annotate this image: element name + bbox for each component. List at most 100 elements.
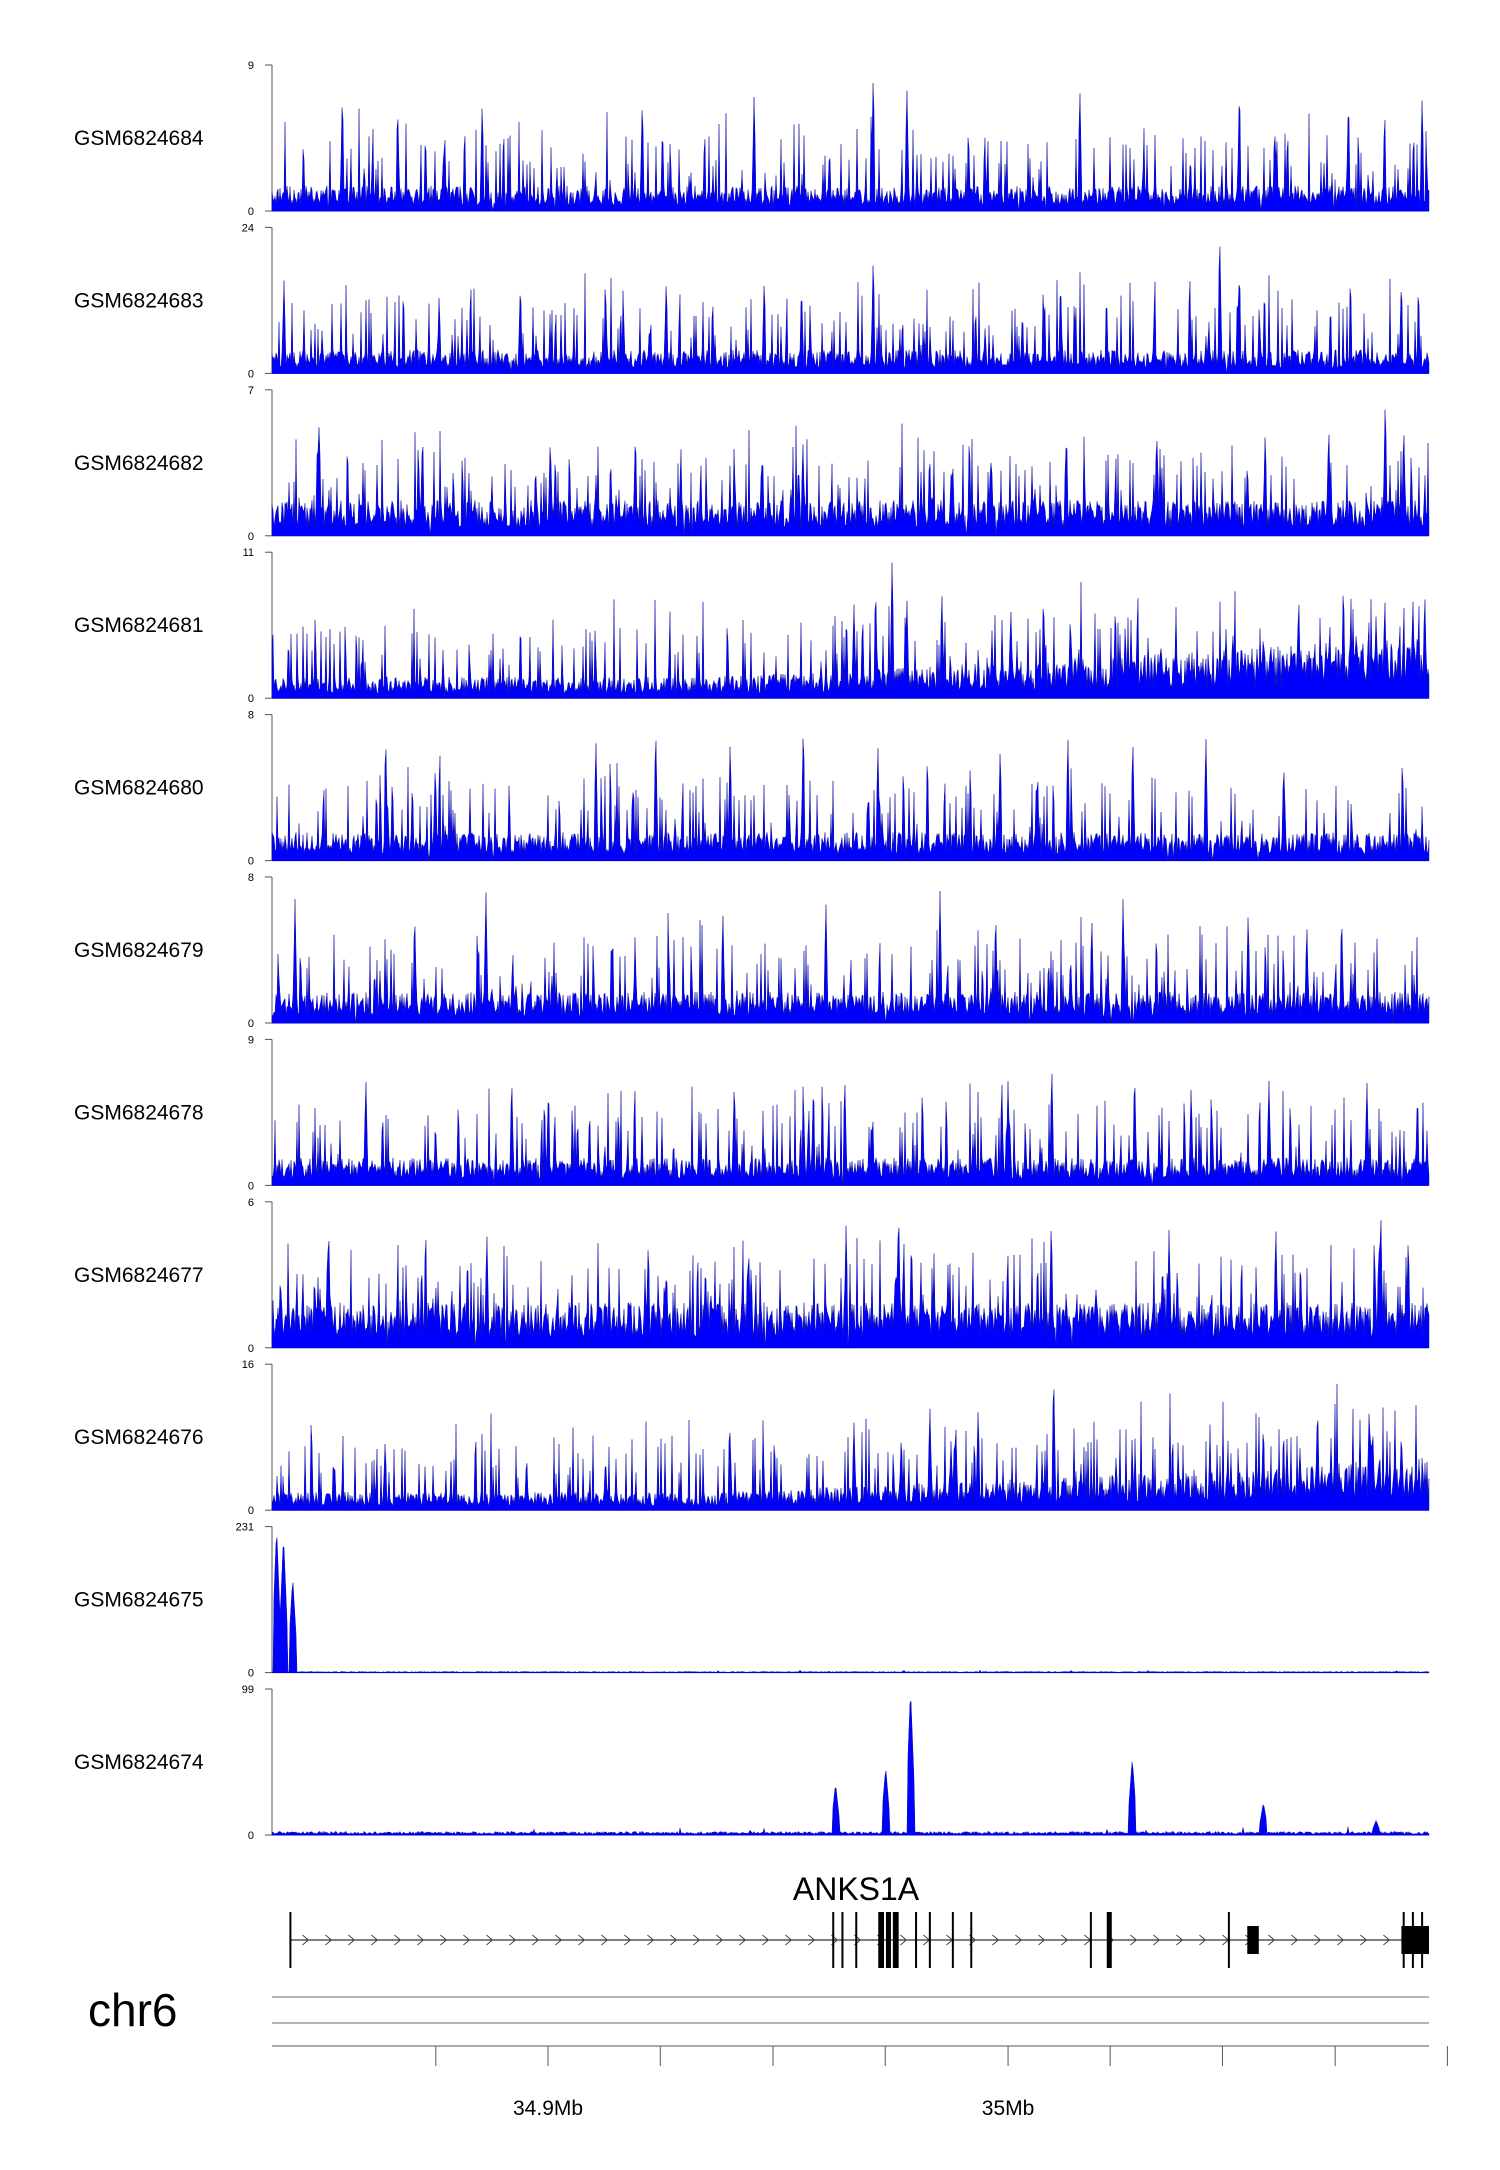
y-tick-label-ymax: 9 <box>248 60 254 72</box>
signal-area <box>271 1383 1430 1511</box>
track-label: GSM6824681 <box>74 614 204 637</box>
y-tick-label-ymax: 8 <box>248 872 254 884</box>
strand-arrow <box>1337 1934 1345 1946</box>
signal-area <box>271 1537 1430 1673</box>
exon-mark <box>1227 1912 1230 1968</box>
track-label: GSM6824680 <box>74 777 204 800</box>
strand-arrow <box>463 1934 471 1946</box>
y-tick-label-ymin: 0 <box>248 1018 254 1030</box>
strand-arrow <box>532 1934 540 1946</box>
strand-arrow <box>739 1934 747 1946</box>
strand-arrow <box>670 1934 678 1946</box>
signal-area <box>271 246 1430 374</box>
gene-track: ANKS1A <box>289 1871 1429 1968</box>
track-GSM6824681: GSM6824681 11 0 <box>74 547 1430 705</box>
exon-mark <box>1089 1912 1092 1968</box>
signal-area <box>271 409 1430 537</box>
strand-arrow <box>371 1934 379 1946</box>
y-tick-label-ymin: 0 <box>248 1505 254 1517</box>
track-GSM6824680: GSM6824680 8 0 <box>74 710 1430 868</box>
y-tick-label-ymax: 11 <box>243 547 254 559</box>
track-GSM6824684: GSM6824684 9 0 <box>74 60 1430 218</box>
track-GSM6824675: GSM6824675 231 0 <box>74 1522 1430 1680</box>
y-tick-label-ymax: 231 <box>236 1522 254 1534</box>
track-GSM6824683: GSM6824683 24 0 <box>74 222 1430 380</box>
track-GSM6824678: GSM6824678 9 0 <box>74 1034 1430 1192</box>
track-GSM6824679: GSM6824679 8 0 <box>74 872 1430 1030</box>
strand-arrow <box>1130 1934 1138 1946</box>
y-tick-label-ymax: 24 <box>242 222 254 234</box>
track-GSM6824682: GSM6824682 7 0 <box>74 385 1430 543</box>
gene-name-label: ANKS1A <box>793 1871 920 1907</box>
strand-arrow <box>1153 1934 1161 1946</box>
signal-area <box>271 890 1430 1024</box>
strand-arrow <box>1176 1934 1184 1946</box>
exon-mark <box>289 1912 292 1968</box>
strand-arrow <box>1038 1934 1046 1946</box>
y-tick-label-ymin: 0 <box>248 693 254 705</box>
exon-mark <box>892 1912 898 1968</box>
y-tick-label-ymax: 6 <box>248 1197 254 1209</box>
x-tick-label: 34.9Mb <box>513 2097 583 2120</box>
strand-arrow <box>325 1934 333 1946</box>
y-tick-label-ymin: 0 <box>248 531 254 543</box>
exon-mark <box>915 1912 918 1968</box>
y-tick-label-ymin: 0 <box>248 206 254 218</box>
track-label: GSM6824676 <box>74 1426 204 1449</box>
track-GSM6824677: GSM6824677 6 0 <box>74 1197 1430 1355</box>
strand-arrow <box>1268 1934 1276 1946</box>
exon-mark <box>951 1912 954 1968</box>
signal-area <box>271 738 1430 861</box>
y-tick-label-ymax: 16 <box>242 1359 254 1371</box>
strand-arrow <box>716 1934 724 1946</box>
signal-area <box>271 1074 1430 1186</box>
track-label: GSM6824674 <box>74 1751 204 1774</box>
track-label: GSM6824678 <box>74 1101 204 1124</box>
y-tick-label-ymax: 9 <box>248 1034 254 1046</box>
strand-arrow <box>1314 1934 1322 1946</box>
x-tick-label: 35Mb <box>982 2097 1035 2120</box>
exon-mark <box>885 1912 891 1968</box>
exon-mark <box>841 1912 844 1968</box>
track-label: GSM6824679 <box>74 939 204 962</box>
strand-arrow <box>1383 1934 1391 1946</box>
strand-arrow <box>555 1934 563 1946</box>
exon-mark <box>879 1912 885 1968</box>
exon-mark <box>1106 1912 1112 1968</box>
y-tick-label-ymax: 7 <box>248 385 254 397</box>
y-tick-label-ymin: 0 <box>248 1830 254 1842</box>
exon-block <box>1401 1926 1429 1954</box>
strand-arrow <box>394 1934 402 1946</box>
strand-arrow <box>647 1934 655 1946</box>
strand-arrow <box>1015 1934 1023 1946</box>
strand-arrow <box>808 1934 816 1946</box>
strand-arrow <box>486 1934 494 1946</box>
strand-arrow <box>440 1934 448 1946</box>
track-label: GSM6824683 <box>74 289 204 312</box>
strand-arrow <box>417 1934 425 1946</box>
y-tick-label-ymin: 0 <box>248 856 254 868</box>
exon-block <box>1247 1926 1259 1954</box>
chromosome-label: chr6 <box>88 1984 177 2036</box>
track-GSM6824674: GSM6824674 99 0 <box>74 1684 1430 1842</box>
strand-arrow <box>1291 1934 1299 1946</box>
y-tick-label-ymax: 99 <box>242 1684 254 1696</box>
signal-area <box>271 1700 1430 1836</box>
exon-mark <box>970 1912 973 1968</box>
strand-arrow <box>578 1934 586 1946</box>
strand-arrow <box>785 1934 793 1946</box>
track-GSM6824676: GSM6824676 16 0 <box>74 1359 1430 1517</box>
strand-arrow <box>624 1934 632 1946</box>
strand-arrow <box>693 1934 701 1946</box>
strand-arrow <box>1360 1934 1368 1946</box>
track-label: GSM6824684 <box>74 127 204 150</box>
track-label: GSM6824677 <box>74 1264 204 1287</box>
exon-mark <box>928 1912 931 1968</box>
strand-arrow <box>348 1934 356 1946</box>
strand-arrow <box>1199 1934 1207 1946</box>
strand-arrow <box>509 1934 517 1946</box>
strand-arrow <box>900 1934 908 1946</box>
exon-mark <box>855 1912 858 1968</box>
signal-area <box>271 1220 1430 1349</box>
strand-arrow <box>1061 1934 1069 1946</box>
